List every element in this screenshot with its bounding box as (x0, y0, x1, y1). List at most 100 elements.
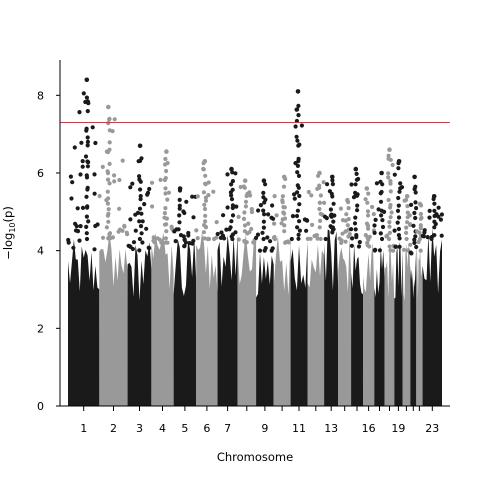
snp-point (84, 128, 89, 133)
chromosome-13-points (322, 174, 339, 406)
snp-point (77, 238, 82, 243)
chromosome-8-points (236, 178, 257, 406)
snp-point (282, 205, 287, 210)
snp-point (249, 207, 254, 212)
snp-point (280, 217, 285, 222)
snp-point (105, 171, 111, 176)
snp-point (339, 240, 344, 245)
snp-point (133, 228, 138, 233)
snp-point (408, 222, 413, 227)
snp-point (265, 235, 270, 240)
snp-point (297, 228, 302, 233)
chromosome-3-top-snp (137, 143, 143, 149)
snp-point (214, 220, 219, 225)
snp-point (355, 208, 360, 213)
chromosome-7-top-snp (229, 166, 234, 172)
snp-point (281, 184, 287, 189)
snp-point (147, 246, 152, 251)
snp-point (107, 128, 112, 133)
chromosome-19-points (392, 159, 405, 406)
snp-point (84, 95, 89, 100)
snp-point (396, 203, 401, 208)
snp-point (106, 207, 111, 212)
snp-point (130, 181, 135, 186)
snp-point (236, 214, 241, 219)
snp-point (418, 211, 423, 217)
snp-point (229, 197, 235, 202)
snp-point (177, 220, 182, 225)
chromosome-5-point-mass (173, 237, 197, 406)
chromosome-7-points (215, 166, 239, 406)
snp-point (147, 186, 152, 192)
chromosome-20-points (401, 194, 413, 406)
chromosome-17-points (372, 170, 387, 406)
snp-point (409, 202, 414, 207)
snp-point (343, 239, 348, 244)
snp-point (340, 231, 345, 236)
snp-point (169, 226, 175, 231)
snp-point (186, 230, 191, 236)
chromosome-21-point-mass (410, 245, 417, 406)
snp-point (388, 189, 393, 194)
snp-point (356, 244, 362, 249)
snp-point (145, 192, 150, 197)
chromosome-1-top-snp (84, 77, 90, 83)
snp-point (378, 199, 384, 204)
chromosome-12-point-mass (307, 244, 325, 406)
chromosome-16-points (362, 186, 376, 406)
snp-point (314, 233, 320, 238)
snp-point (365, 240, 370, 245)
snp-point (84, 231, 89, 236)
snp-point (126, 243, 131, 248)
snp-point (84, 175, 90, 180)
chromosome-13-top-snp (330, 174, 335, 180)
snp-point (212, 236, 217, 242)
snp-point (397, 236, 402, 241)
snp-point (353, 215, 358, 220)
snp-point (331, 201, 336, 206)
snp-point (262, 200, 267, 205)
chromosome-5-top-snp (177, 186, 183, 191)
snp-point (296, 185, 301, 190)
snp-point (105, 201, 110, 206)
chromosome-6-point-mass (196, 232, 218, 406)
snp-point (357, 240, 362, 245)
snp-point (177, 213, 182, 218)
snp-point (86, 160, 91, 165)
snp-point (139, 156, 144, 161)
snp-point (438, 217, 443, 222)
snp-point (350, 236, 355, 241)
snp-point (392, 228, 397, 233)
snp-point (432, 213, 437, 219)
snp-point (318, 193, 323, 198)
snp-point (297, 193, 302, 199)
snp-point (379, 208, 384, 213)
snp-point (413, 200, 418, 205)
x-tick-label: 3 (136, 422, 143, 435)
snp-point (70, 180, 75, 185)
snp-point (401, 247, 407, 252)
snp-point (106, 121, 111, 126)
chromosome-5-points (172, 186, 198, 406)
snp-point (396, 233, 401, 238)
snp-point (177, 203, 182, 208)
snp-point (173, 239, 178, 244)
snp-point (404, 230, 409, 235)
snp-point (322, 200, 327, 205)
snp-point (182, 244, 187, 249)
snp-point (224, 227, 229, 232)
plot-area (60, 77, 450, 406)
snp-point (331, 219, 336, 224)
snp-point (305, 218, 310, 223)
snp-point (195, 236, 200, 241)
snp-point (295, 163, 300, 168)
snp-point (112, 117, 117, 122)
snp-point (337, 236, 342, 241)
snp-point (151, 238, 156, 243)
snp-point (243, 204, 248, 209)
snp-point (77, 110, 82, 115)
snp-point (295, 138, 300, 143)
snp-point (384, 234, 389, 239)
chromosome-11-point-mass (290, 241, 308, 406)
snp-point (408, 250, 413, 255)
